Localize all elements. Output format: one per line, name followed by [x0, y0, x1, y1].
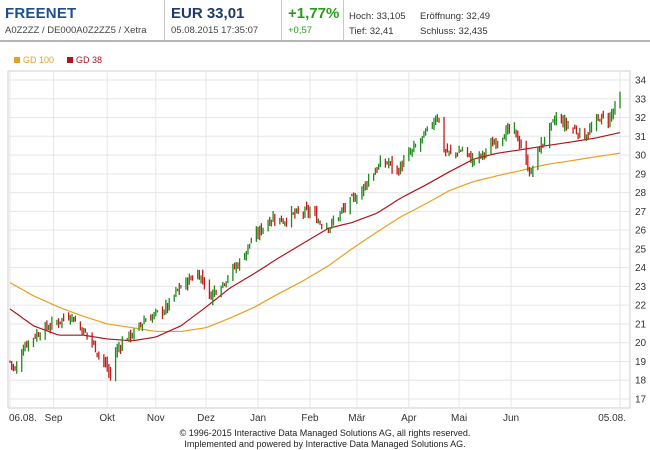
- y-tick-label: 33: [635, 94, 647, 105]
- x-tick-label: Jun: [503, 413, 519, 424]
- y-tick-label: 28: [635, 188, 647, 199]
- y-tick-label: 23: [635, 282, 647, 293]
- copyright-line: © 1996-2015 Interactive Data Managed Sol…: [179, 428, 471, 438]
- stat-open: Eröffnung: 32,49: [420, 11, 491, 22]
- legend-label-gd100: GD 100: [23, 55, 54, 65]
- powered-by-line: Implemented and powered by Interactive D…: [184, 439, 466, 449]
- x-tick-label: Apr: [401, 413, 417, 424]
- y-tick-label: 30: [635, 151, 647, 162]
- ohlc-bars: [9, 91, 621, 382]
- y-axis-labels: 17 18 19 20 21 22 23 24 25 26 27 28 29 30 31 32 33 34: [635, 76, 647, 406]
- y-tick-label: 34: [635, 76, 647, 87]
- y-tick-label: 19: [635, 357, 647, 368]
- instrument-ids: A0Z2ZZ / DE000A0Z2ZZ5 / Xetra: [5, 25, 147, 36]
- y-tick-label: 32: [635, 113, 647, 124]
- change-absolute: +0,57: [288, 25, 313, 36]
- y-tick-label: 21: [635, 319, 647, 330]
- instrument-name: FREENET: [5, 5, 77, 22]
- change-percent: +1,77%: [288, 5, 340, 22]
- header-divider: [0, 40, 650, 42]
- y-tick-label: 25: [635, 244, 647, 255]
- gridlines: [8, 71, 630, 408]
- y-tick-label: 17: [635, 395, 647, 406]
- x-tick-label: Feb: [301, 413, 319, 424]
- x-tick-label: Dez: [197, 413, 215, 424]
- price-chart: 17 18 19 20 21 22 23 24 25 26 27 28 29 30 31 32 33 34 06.…: [7, 55, 647, 424]
- y-tick-label: 24: [635, 263, 647, 274]
- footer: © 1996-2015 Interactive Data Managed Sol…: [0, 428, 650, 450]
- x-tick-label: 06.08.: [9, 413, 37, 424]
- x-tick-label: Jan: [250, 413, 266, 424]
- y-tick-label: 27: [635, 207, 647, 218]
- stat-close: Schluss: 32,435: [420, 26, 488, 37]
- stats-cell: Hoch: 33,105 Eröffnung: 32,49 Tief: 32,4…: [344, 0, 650, 40]
- stat-low: Tief: 32,41: [349, 26, 394, 37]
- x-tick-label: 05.08.: [598, 413, 626, 424]
- x-axis-labels: 06.08. Sep Okt Nov Dez Jan Feb Mär Apr Mai Jun 05.0…: [9, 413, 626, 424]
- quote-datetime: 05.08.2015 17:35:07: [171, 25, 259, 36]
- gd38-line: [9, 131, 621, 342]
- instrument-cell: FREENET A0Z2ZZ / DE000A0Z2ZZ5 / Xetra: [0, 0, 165, 40]
- x-tick-label: Mai: [451, 413, 467, 424]
- stat-high: Hoch: 33,105: [349, 11, 406, 22]
- y-tick-label: 29: [635, 169, 647, 180]
- change-cell: +1,77% +0,57: [282, 0, 344, 40]
- gd100-line: [9, 152, 621, 333]
- y-tick-label: 31: [635, 132, 647, 143]
- quote-header: FREENET A0Z2ZZ / DE000A0Z2ZZ5 / Xetra EU…: [0, 0, 650, 40]
- y-tick-label: 22: [635, 301, 647, 312]
- plot-area: [7, 70, 631, 409]
- legend-swatch-gd100: [14, 57, 20, 63]
- y-tick-label: 26: [635, 226, 647, 237]
- x-tick-label: Mär: [348, 413, 366, 424]
- y-tick-label: 18: [635, 376, 647, 387]
- price-cell: EUR 33,01 05.08.2015 17:35:07: [165, 0, 282, 40]
- x-tick-label: Okt: [99, 413, 115, 424]
- x-tick-label: Nov: [147, 413, 165, 424]
- legend-label-gd38: GD 38: [76, 55, 102, 65]
- x-tick-label: Sep: [45, 413, 63, 424]
- y-tick-label: 20: [635, 338, 647, 349]
- legend-swatch-gd38: [67, 57, 73, 63]
- last-price: EUR 33,01: [171, 5, 245, 22]
- legend: GD 100 GD 38: [14, 55, 102, 65]
